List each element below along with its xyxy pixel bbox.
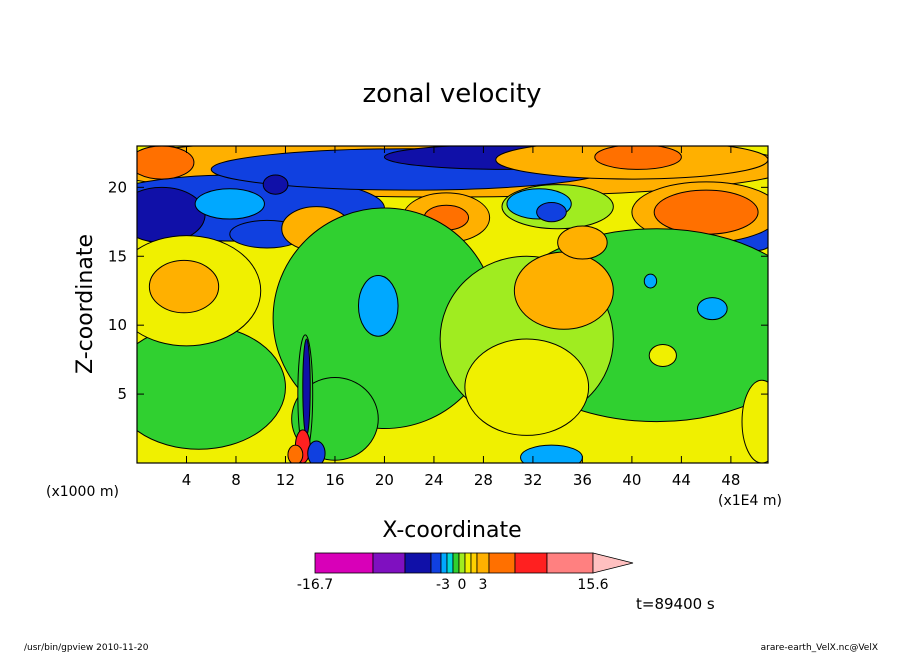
region-cyan-dot — [643, 273, 658, 289]
region-blue-mid — [536, 202, 567, 223]
region-yellow-center — [464, 338, 590, 436]
x-tick-label-4: 4 — [182, 471, 192, 489]
region-orange-west — [148, 259, 220, 314]
x-unit-note: (x1E4 m) — [718, 493, 782, 509]
colorbar-label-4: 15.6 — [577, 577, 608, 593]
x-tick-label-36: 36 — [573, 471, 592, 489]
colorbar-segment — [430, 552, 442, 574]
colorbar-segment — [464, 552, 472, 574]
colorbar-segment — [476, 552, 490, 574]
x-axis-label: X-coordinate — [382, 518, 521, 543]
region-orange-nw — [137, 146, 195, 180]
x-tick-label-16: 16 — [325, 471, 344, 489]
colorbar-segment — [440, 552, 448, 574]
y-unit-note: (x1000 m) — [46, 484, 119, 500]
x-tick-label-8: 8 — [231, 471, 241, 489]
colorbar-segment — [470, 552, 478, 574]
y-tick-label-10: 10 — [108, 316, 127, 334]
region-cyan-bottom — [520, 444, 583, 463]
region-darkblue-small — [262, 174, 289, 195]
region-orange-east — [653, 189, 759, 235]
colorbar — [314, 552, 634, 574]
x-tick-label-20: 20 — [375, 471, 394, 489]
colorbar-segment — [446, 552, 454, 574]
x-tick-label-12: 12 — [276, 471, 295, 489]
colorbar-segment — [488, 552, 516, 574]
footer-left: /usr/bin/gpview 2010-11-20 — [24, 643, 149, 653]
y-axis-label: Z-coordinate — [73, 234, 98, 374]
colorbar-label-2: 0 — [458, 577, 467, 593]
chart-title: zonal velocity — [362, 79, 541, 109]
colorbar-label-0: -16.7 — [297, 577, 333, 593]
region-yellow-spot — [648, 343, 677, 368]
region-wave-darkblue — [302, 338, 311, 436]
x-tick-label-44: 44 — [672, 471, 691, 489]
colorbar-segment — [314, 552, 374, 574]
footer-right: arare-earth_VelX.nc@VelX — [761, 643, 878, 653]
colorbar-segment — [546, 552, 594, 574]
region-cyan-center — [357, 275, 399, 337]
region-darkblue-west — [137, 186, 206, 243]
region-wave-blue — [307, 440, 326, 463]
region-yellow-edge — [741, 379, 768, 463]
colorbar-segment — [452, 552, 460, 574]
y-tick-label-15: 15 — [108, 247, 127, 265]
region-orange-mid-low — [513, 251, 614, 330]
x-tick-label-28: 28 — [474, 471, 493, 489]
region-cyan-west — [194, 188, 265, 220]
region-cyan-east — [696, 297, 728, 321]
colorbar-label-3: 3 — [479, 577, 488, 593]
colorbar-segment — [458, 552, 466, 574]
region-orange-ne-core — [594, 146, 682, 170]
region-orange-small — [557, 225, 608, 260]
contour-field — [137, 146, 768, 463]
x-tick-label-32: 32 — [523, 471, 542, 489]
x-tick-label-48: 48 — [721, 471, 740, 489]
y-tick-label-20: 20 — [108, 178, 127, 196]
colorbar-arrow — [592, 552, 634, 574]
colorbar-segment — [514, 552, 548, 574]
colorbar-segment — [404, 552, 432, 574]
colorbar-segment — [372, 552, 406, 574]
y-tick-label-5: 5 — [117, 385, 127, 403]
x-tick-label-24: 24 — [424, 471, 443, 489]
plot-frame — [136, 145, 769, 464]
colorbar-label-1: -3 — [436, 577, 450, 593]
time-label: t=89400 s — [636, 595, 715, 613]
region-wave-orange — [287, 444, 304, 463]
x-tick-label-40: 40 — [622, 471, 641, 489]
